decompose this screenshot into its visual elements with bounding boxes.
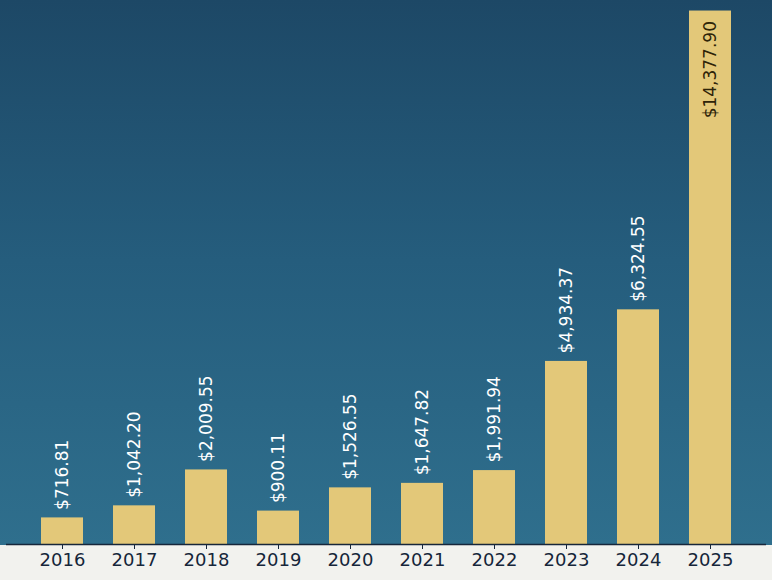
svg-text:2017: 2017 (112, 549, 158, 570)
svg-text:2016: 2016 (40, 549, 86, 570)
svg-text:$716.81: $716.81 (52, 440, 72, 510)
svg-text:$1,647.82: $1,647.82 (412, 389, 432, 476)
svg-text:2023: 2023 (544, 549, 590, 570)
svg-text:$1,991.94: $1,991.94 (484, 376, 504, 463)
svg-text:2025: 2025 (688, 549, 734, 570)
svg-text:$4,934.37: $4,934.37 (556, 267, 576, 354)
svg-text:2018: 2018 (184, 549, 230, 570)
svg-text:$1,042.20: $1,042.20 (124, 411, 144, 498)
svg-text:2022: 2022 (472, 549, 518, 570)
svg-text:$900.11: $900.11 (268, 433, 288, 503)
svg-text:2019: 2019 (256, 549, 302, 570)
svg-text:$1,526.55: $1,526.55 (340, 393, 360, 480)
svg-text:2024: 2024 (616, 549, 662, 570)
svg-text:$14,377.90: $14,377.90 (700, 21, 720, 118)
svg-text:$2,009.55: $2,009.55 (196, 375, 216, 462)
svg-text:2020: 2020 (328, 549, 374, 570)
svg-text:2021: 2021 (400, 549, 446, 570)
svg-text:$6,324.55: $6,324.55 (628, 215, 648, 302)
